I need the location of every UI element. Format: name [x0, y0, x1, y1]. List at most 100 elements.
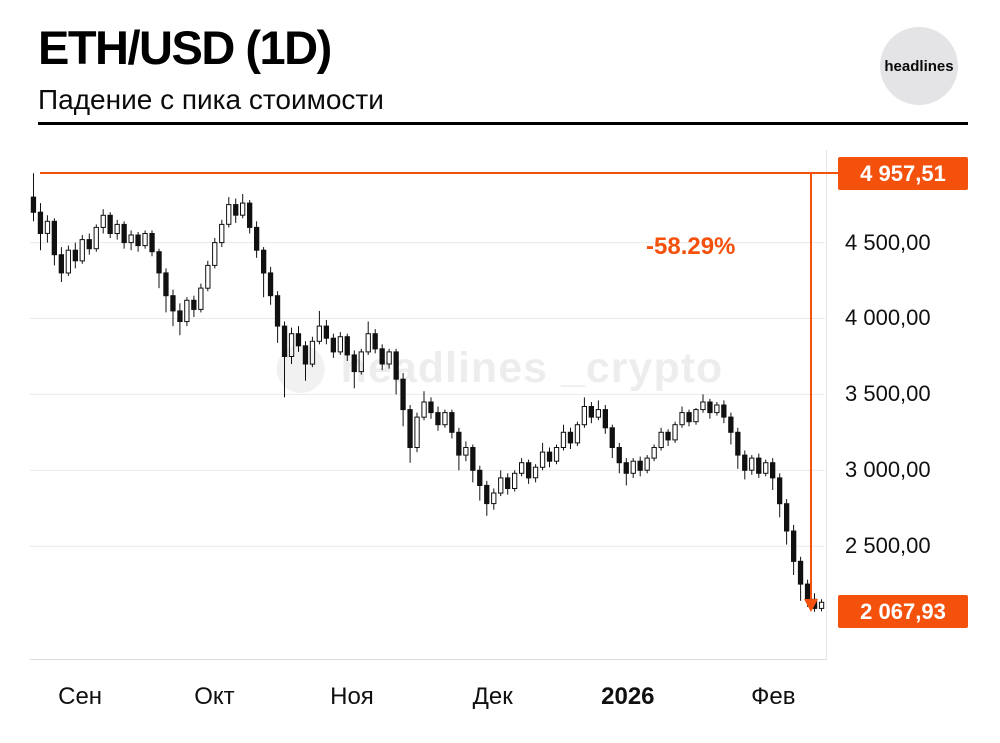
page-subtitle: Падение с пика стоимости — [38, 84, 384, 115]
candle-body — [449, 412, 455, 433]
candle-body — [574, 424, 581, 444]
candle-body — [37, 211, 44, 234]
candle-body — [777, 477, 783, 505]
candle-body — [358, 351, 364, 373]
candle-body — [428, 401, 434, 414]
candle-body — [226, 204, 232, 225]
candle-body — [344, 336, 350, 356]
candle-body — [588, 406, 595, 418]
candle-body — [456, 431, 462, 456]
candle-body — [170, 295, 176, 312]
drop-arrow-line — [810, 173, 812, 600]
candle-body — [442, 412, 448, 426]
peak-price-badge: 4 957,51 — [838, 157, 968, 190]
candle-body — [79, 239, 85, 262]
candle-body — [247, 202, 253, 228]
candle-body — [142, 233, 148, 247]
candle-body — [330, 337, 337, 353]
candle-body — [602, 409, 609, 429]
candle-body — [609, 427, 615, 448]
candle-body — [784, 503, 790, 532]
candle-body — [721, 404, 727, 418]
y-axis-tick-label: 4 000,00 — [845, 305, 931, 331]
candle-body — [637, 460, 643, 471]
candle-body — [498, 477, 504, 494]
candle-body — [567, 431, 574, 444]
x-axis-tick-label: Ноя — [330, 683, 374, 710]
candle-body — [623, 462, 629, 474]
candle-body — [316, 325, 323, 342]
percent-change-label: -58.29% — [646, 233, 736, 260]
y-axis-tick-label: 3 000,00 — [845, 457, 931, 483]
candle-body — [65, 249, 72, 274]
candle-body — [756, 457, 762, 474]
header-divider — [38, 122, 968, 125]
candle-body — [72, 249, 79, 262]
candle-body — [254, 226, 260, 251]
candle-body — [532, 466, 539, 479]
candle-body — [44, 220, 51, 234]
candle-body — [205, 264, 211, 289]
candle-body — [365, 333, 371, 353]
candle-body — [267, 272, 274, 297]
candle-body — [309, 340, 316, 365]
candle-body — [372, 333, 378, 350]
candle-body — [672, 424, 678, 441]
candle-body — [463, 447, 469, 456]
candle-body — [156, 251, 162, 274]
candle-body — [651, 447, 657, 459]
trough-price-badge: 2 067,93 — [838, 595, 968, 628]
x-axis-tick-label: Окт — [194, 683, 235, 710]
candle-body — [630, 460, 636, 474]
candle-body — [51, 220, 58, 256]
candle-body — [581, 406, 588, 426]
candle-body — [658, 431, 664, 448]
candle-body — [763, 462, 769, 474]
candle-body — [693, 409, 699, 423]
candle-body — [337, 336, 344, 353]
x-axis-tick-label: Дек — [472, 683, 513, 710]
candle-body — [295, 333, 302, 347]
candle-body — [526, 462, 532, 479]
candle-body — [191, 299, 197, 310]
candle-body — [274, 295, 281, 327]
x-axis-tick-label: Фев — [751, 683, 796, 710]
candle-body — [386, 351, 392, 365]
candle-body — [435, 412, 441, 426]
chart-right-border — [826, 150, 827, 660]
candle-body — [100, 214, 106, 228]
candle-body — [791, 530, 797, 562]
candle-body — [700, 401, 706, 411]
candle-body — [135, 234, 141, 247]
candle-body — [288, 333, 295, 357]
candle-body — [491, 492, 497, 505]
chart-bottom-border — [30, 659, 826, 660]
page-title: ETH/USD (1D) — [38, 21, 332, 74]
candle-body — [219, 223, 225, 244]
candle-body — [281, 325, 288, 358]
candle-body — [686, 412, 692, 423]
candle-body — [184, 299, 190, 323]
x-axis-tick-label: 2026 — [601, 683, 655, 710]
candle-body — [261, 249, 267, 274]
candle-body — [351, 354, 357, 373]
candle-body — [400, 378, 406, 411]
candle-body — [414, 416, 420, 449]
candle-body — [114, 223, 120, 235]
headlines-logo-label: headlines — [884, 57, 954, 75]
candle-body — [93, 226, 99, 250]
drop-arrow-head-icon — [804, 598, 818, 612]
candle-body — [818, 601, 825, 609]
candle-body — [198, 287, 204, 310]
peak-level-line — [40, 172, 838, 175]
candle-body — [379, 348, 385, 365]
candle-body — [421, 401, 427, 418]
candle-body — [177, 310, 183, 322]
candle-body — [519, 462, 525, 474]
candle-body — [553, 447, 560, 462]
candle-body — [212, 242, 218, 266]
candle-body — [107, 214, 113, 235]
candle-body — [30, 196, 37, 213]
candle-body — [714, 404, 720, 414]
